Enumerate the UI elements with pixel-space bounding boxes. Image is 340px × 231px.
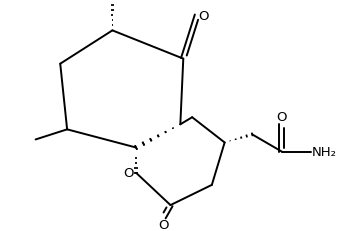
Text: O: O <box>158 218 169 231</box>
Text: NH₂: NH₂ <box>311 146 337 158</box>
Text: O: O <box>276 111 287 124</box>
Text: O: O <box>198 10 208 23</box>
Text: O: O <box>123 167 134 179</box>
